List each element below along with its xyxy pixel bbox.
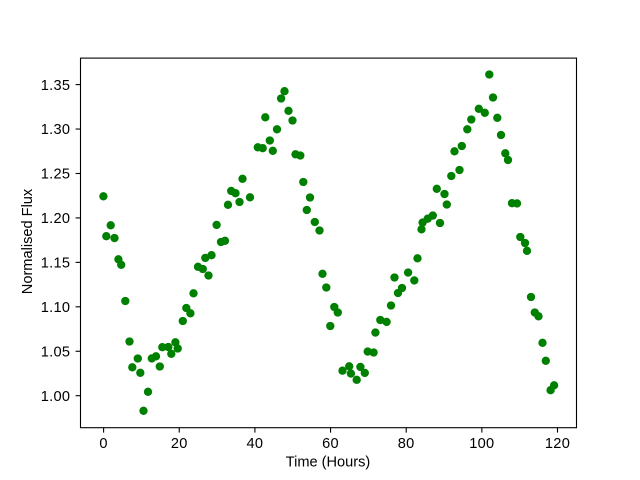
svg-text:0: 0 [99, 436, 107, 452]
svg-text:1.10: 1.10 [41, 300, 71, 316]
svg-text:Time (Hours): Time (Hours) [286, 455, 371, 471]
svg-text:1.15: 1.15 [41, 256, 71, 272]
svg-text:1.30: 1.30 [41, 122, 71, 138]
svg-text:120: 120 [545, 436, 570, 452]
svg-text:1.20: 1.20 [41, 211, 71, 227]
svg-text:1.05: 1.05 [41, 344, 71, 360]
svg-text:60: 60 [322, 436, 339, 452]
svg-text:100: 100 [469, 436, 494, 452]
svg-text:1.00: 1.00 [41, 389, 71, 405]
svg-text:80: 80 [398, 436, 415, 452]
svg-text:40: 40 [246, 436, 263, 452]
svg-text:1.35: 1.35 [41, 78, 71, 94]
svg-text:Normalised Flux: Normalised Flux [20, 188, 36, 294]
svg-text:20: 20 [171, 436, 188, 452]
svg-text:1.25: 1.25 [41, 167, 71, 183]
